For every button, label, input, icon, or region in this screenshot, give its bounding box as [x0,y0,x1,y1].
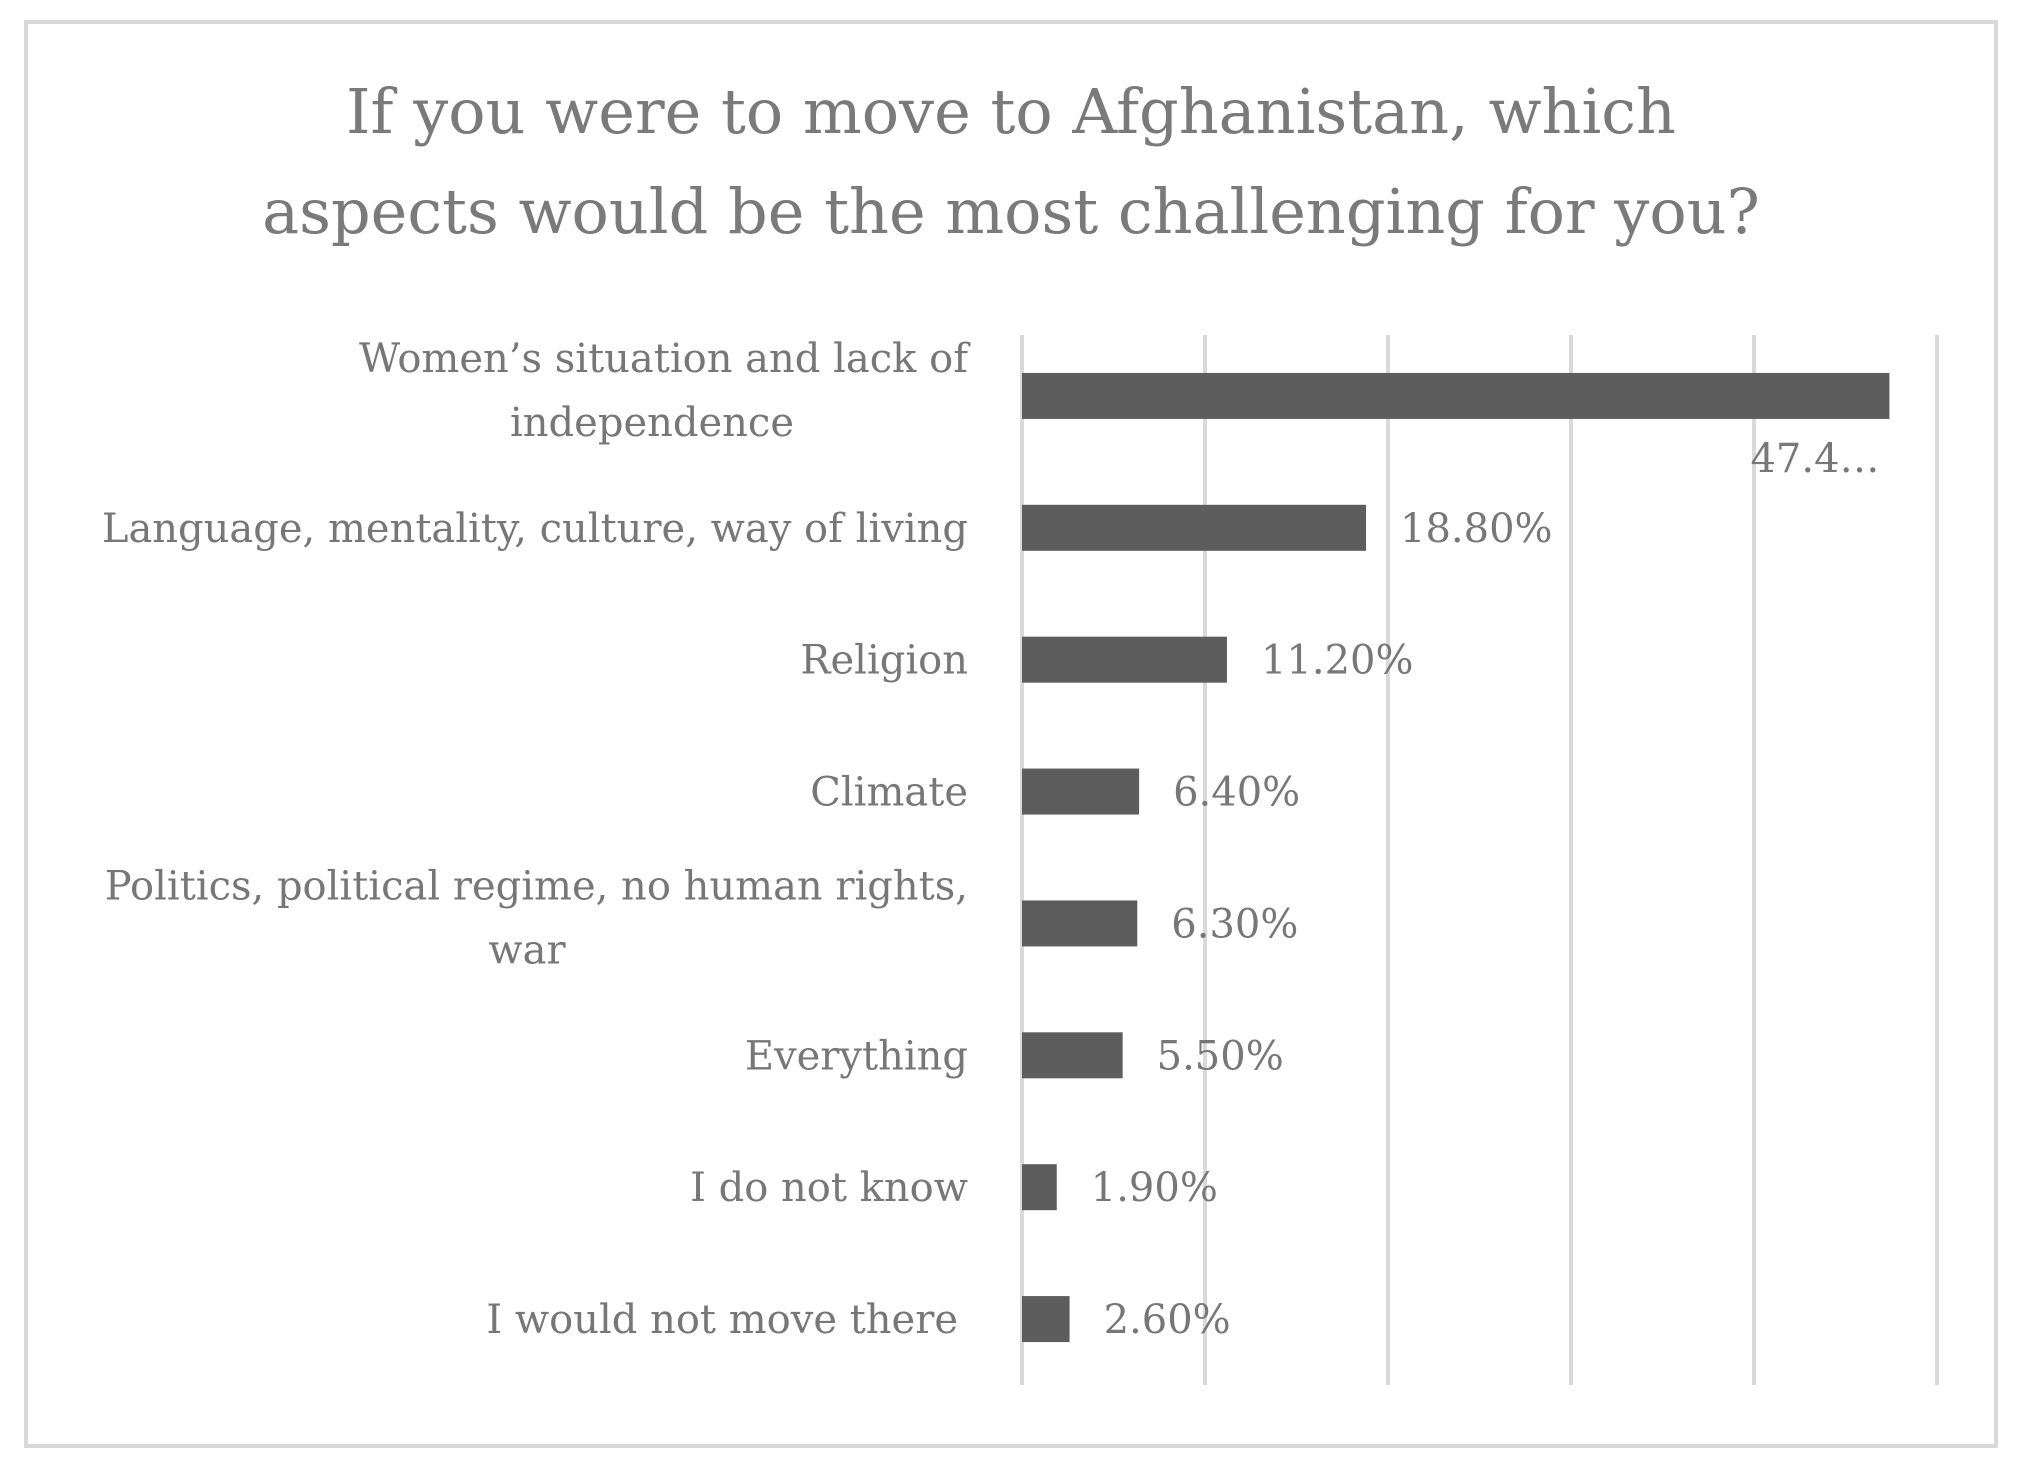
bar [1022,372,1890,419]
category-labels: Women’s situation and lack of independenc… [102,336,971,1343]
bar [1022,768,1140,815]
bar [1022,1032,1123,1079]
bar [1022,1296,1070,1343]
category-label: Women’s situation and lack of [359,336,971,382]
data-label: 6.30% [1171,901,1298,947]
data-label: 2.60% [1104,1297,1231,1343]
chart-title: If you were to move to Afghanistan, whic… [262,75,1760,248]
bars [1022,372,1890,1343]
data-label: 47.4… [1750,436,1879,482]
value-labels: 47.4… 18.80% 11.20% 6.40% 6.30% 5.50% 1.90% 2.6… [1091,436,1880,1343]
bar [1022,636,1227,683]
category-label: I would not move there [486,1297,958,1343]
category-label: Language, mentality, culture, way of liv… [102,506,968,552]
data-label: 18.80% [1400,506,1553,552]
bar [1022,900,1138,947]
category-label: Politics, political regime, no human rig… [105,863,968,909]
category-label: I do not know [690,1165,968,1211]
data-label: 5.50% [1157,1033,1284,1079]
data-label: 11.20% [1261,638,1414,684]
bar [1022,504,1367,551]
data-label: 6.40% [1173,770,1300,816]
category-label: Everything [745,1033,968,1079]
category-label: independence [510,400,794,446]
gridlines [1020,335,1939,1385]
data-label: 1.90% [1091,1165,1218,1211]
category-label: Religion [800,638,968,684]
category-label: Climate [810,770,968,816]
category-label: war [488,927,566,973]
bar [1022,1164,1057,1211]
chart-frame [24,20,1998,1448]
